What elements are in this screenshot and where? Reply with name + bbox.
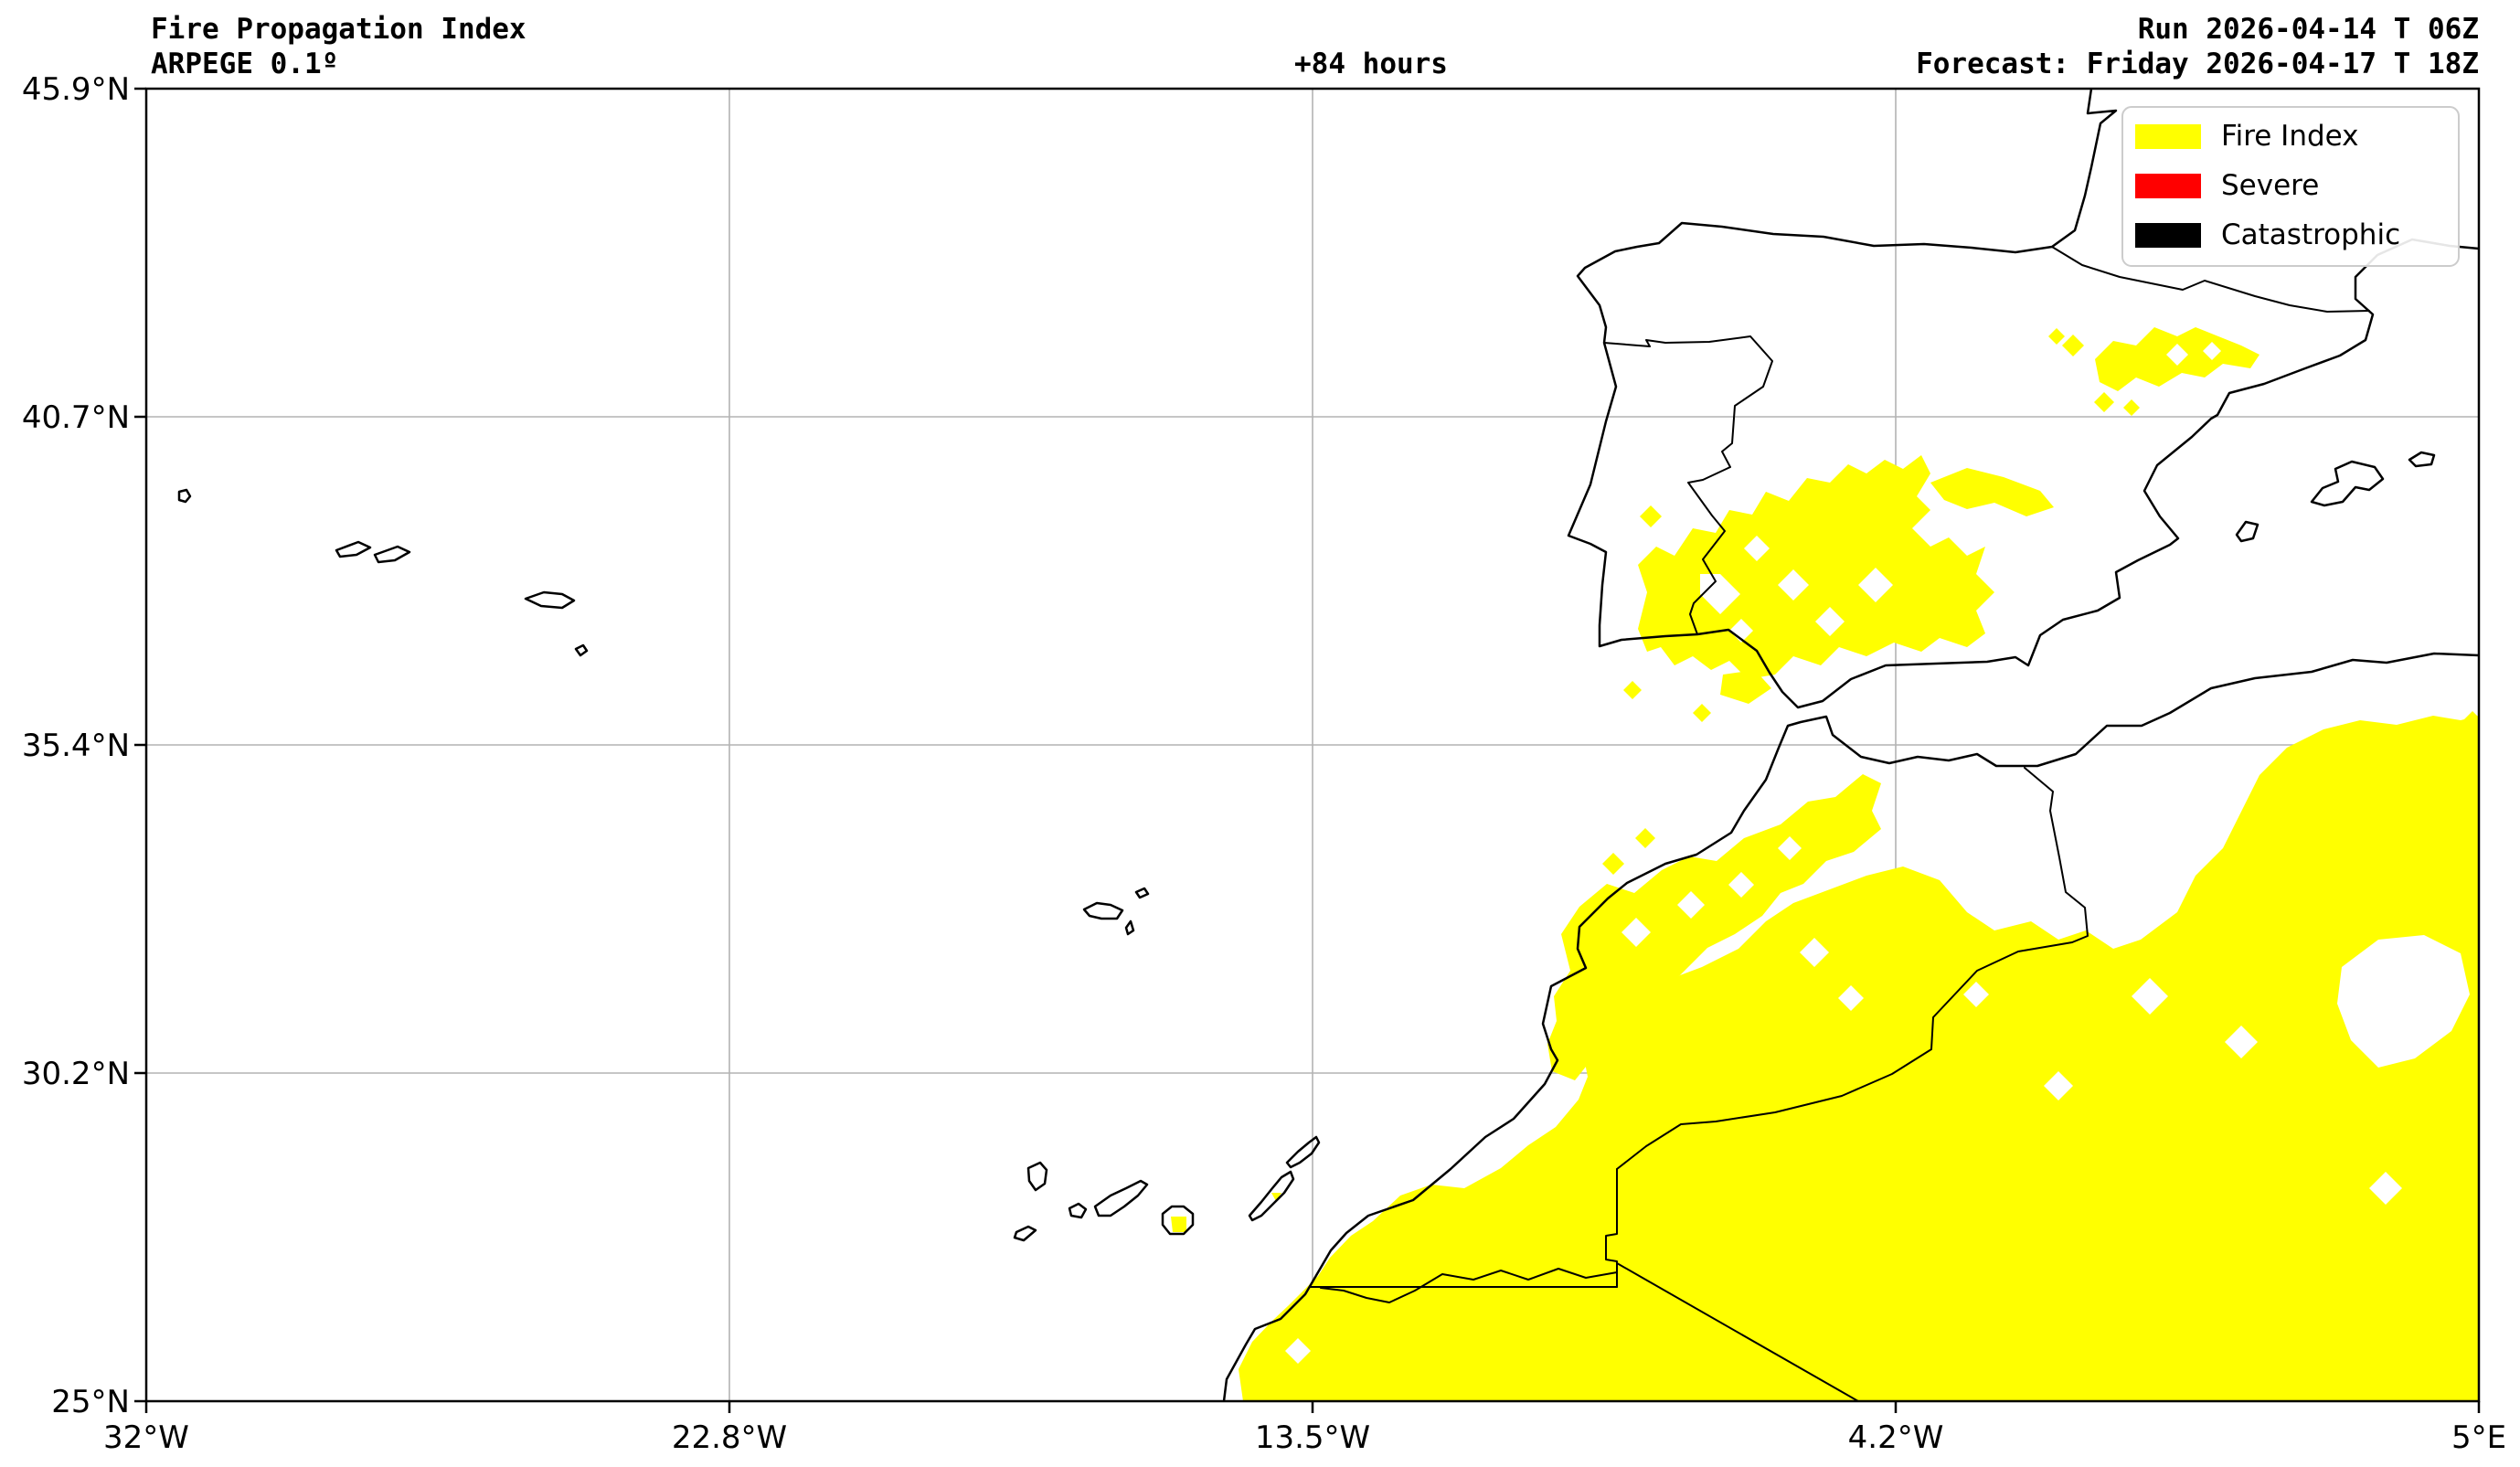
coastline-africa [1222, 652, 2479, 1401]
border-pyrenees [2051, 246, 2370, 313]
grid-lines [146, 89, 2479, 1401]
border-portugal-spain [1603, 335, 1773, 635]
island-gran-canaria [1161, 1205, 1195, 1236]
legend-label-fire-index: Fire Index [2221, 120, 2359, 153]
fire-region-holes [1285, 342, 2470, 1364]
island-fuerteventura [1248, 1170, 1295, 1222]
coastlines [177, 89, 2479, 1401]
fire-region-spain-central [1638, 455, 1994, 679]
legend-swatch-severe [2135, 174, 2201, 198]
island-azores-west [177, 488, 192, 504]
x-axis-labels: 32°W 22.8°W 13.5°W 4.2°W 5°E [103, 1419, 2506, 1456]
legend-swatch-catastrophic [2135, 223, 2201, 248]
island-tenerife [1093, 1179, 1149, 1217]
island-menorca [2408, 451, 2436, 468]
run-label: Run 2026-04-14 T 06Z [2138, 13, 2479, 46]
x-tick-label: 4.2°W [1848, 1419, 1944, 1456]
island-ibiza [2235, 520, 2259, 543]
legend: Fire Index Severe Catastrophic [2121, 106, 2460, 267]
y-axis-labels: 45.9°N 40.7°N 35.4°N 30.2°N 25°N [22, 71, 130, 1420]
x-tick-label: 32°W [103, 1419, 189, 1456]
page-title: Fire Propagation Index [151, 13, 526, 46]
lead-time-label: +84 hours [1294, 48, 1448, 80]
y-tick-label: 40.7°N [22, 399, 130, 436]
axis-ticks [134, 87, 2481, 1413]
map-plot-area [146, 89, 2479, 1401]
x-tick-label: 5°E [2451, 1419, 2506, 1456]
y-tick-label: 30.2°N [22, 1056, 130, 1092]
legend-swatch-fire-index [2135, 124, 2201, 149]
fire-index-regions [1171, 327, 2479, 1401]
fire-region-sahara [1239, 716, 2479, 1401]
island-el-hierro [1013, 1225, 1037, 1242]
x-tick-label: 22.8°W [672, 1419, 787, 1456]
border-mauritania-algeria [1616, 1262, 1859, 1401]
y-tick-label: 35.4°N [22, 728, 130, 764]
island-mallorca [2310, 460, 2385, 507]
legend-label-severe: Severe [2221, 169, 2319, 202]
island-la-gomera [1068, 1202, 1088, 1219]
model-label: ARPEGE 0.1º [151, 48, 338, 80]
y-tick-label: 45.9°N [22, 71, 130, 108]
x-tick-label: 13.5°W [1255, 1419, 1370, 1456]
island-sao-miguel [524, 590, 576, 610]
country-borders [1309, 246, 2370, 1401]
y-tick-label: 25°N [51, 1384, 130, 1420]
coastline-iberia-france [1567, 89, 2479, 709]
forecast-label: Forecast: Friday 2026-04-17 T 18Z [1916, 48, 2479, 80]
fire-region-gran-canaria [1171, 1217, 1186, 1232]
island-la-palma [1026, 1161, 1048, 1192]
legend-box [2121, 106, 2460, 267]
island-lanzarote [1285, 1135, 1321, 1169]
island-madeira [1082, 901, 1124, 920]
border-morocco-algeria [1616, 767, 2089, 1170]
border-western-sahara [1605, 1168, 1618, 1288]
legend-label-catastrophic: Catastrophic [2221, 218, 2400, 251]
